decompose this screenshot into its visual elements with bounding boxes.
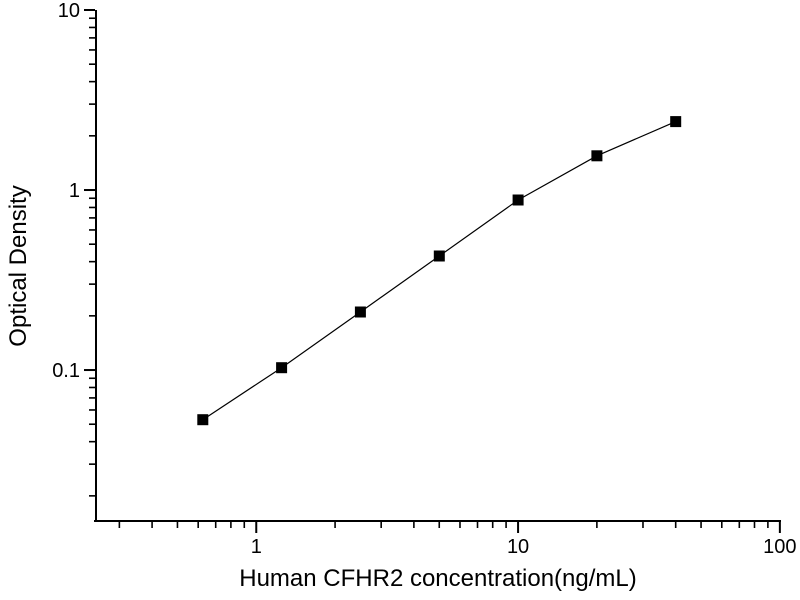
series-line <box>202 121 676 421</box>
y-tick-label: 0.1 <box>52 360 80 382</box>
data-point-marker <box>512 194 524 206</box>
data-point-marker <box>591 150 603 162</box>
x-tick-label: 100 <box>763 536 796 558</box>
data-point-marker <box>354 306 366 318</box>
data-point-marker <box>197 414 209 426</box>
data-point-marker <box>670 116 682 128</box>
data-point-marker <box>433 250 445 262</box>
x-tick-label: 1 <box>251 536 262 558</box>
x-axis-title: Human CFHR2 concentration(ng/mL) <box>239 565 637 592</box>
axes <box>94 10 781 522</box>
y-tick-label: 10 <box>58 0 80 22</box>
axis-tick-labels: 1 10 100 10 1 0.1 <box>52 0 796 558</box>
axis-ticks <box>84 9 781 533</box>
data-point-marker <box>276 362 288 374</box>
y-tick-label: 1 <box>69 180 80 202</box>
x-tick-label: 10 <box>507 536 529 558</box>
y-axis-title: Optical Density <box>5 185 32 346</box>
data-series <box>197 116 682 426</box>
